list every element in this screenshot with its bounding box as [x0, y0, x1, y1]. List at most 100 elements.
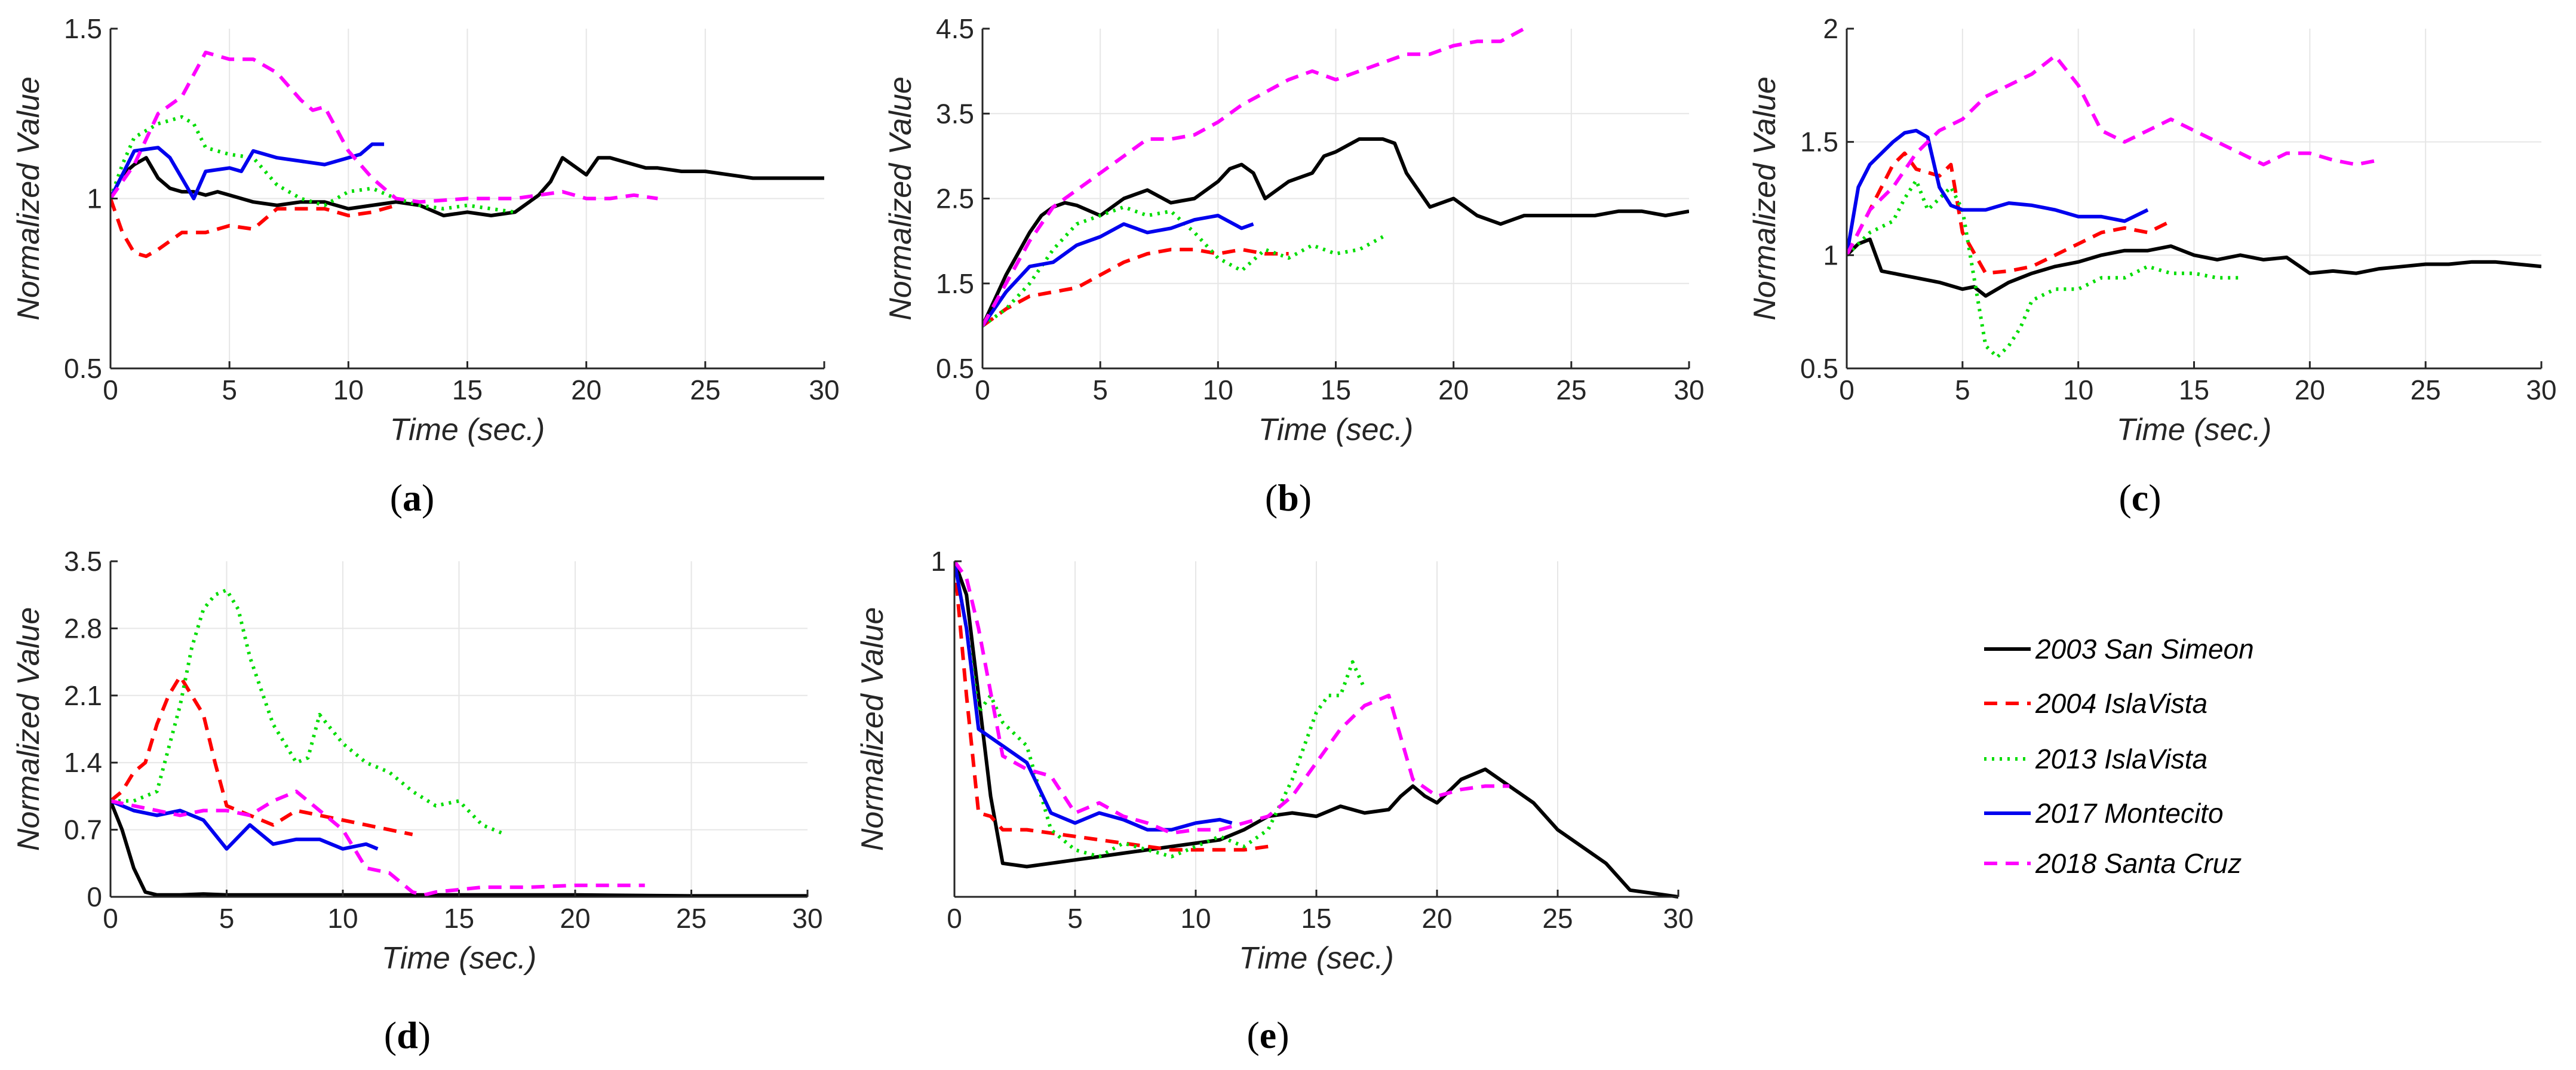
- y-tick-label: 1: [87, 183, 102, 214]
- x-tick-label: 15: [444, 903, 474, 934]
- x-tick-label: 15: [1301, 903, 1331, 934]
- series-line-2013-islavista: [110, 115, 515, 214]
- x-tick-label: 20: [2295, 374, 2325, 405]
- y-tick-label: 0: [87, 881, 102, 912]
- y-axis-label: Normalized Value: [11, 76, 46, 320]
- y-tick-label: 2.8: [64, 613, 102, 644]
- x-tick-label: 15: [1321, 374, 1351, 405]
- panel-label: (c): [2118, 476, 2161, 519]
- y-tick-label: 1.5: [936, 268, 974, 299]
- series-line-2013-islavista: [954, 561, 1367, 859]
- x-tick-label: 5: [1067, 903, 1083, 934]
- series-line-2004-islavista: [110, 674, 413, 837]
- series-group: [110, 588, 808, 898]
- x-axis-label: Time (sec.): [390, 413, 545, 447]
- y-tick-label: 1: [1823, 239, 1838, 270]
- series-line-2018-santa-cruz: [110, 50, 658, 204]
- series-line-2018-santa-cruz: [954, 560, 1510, 835]
- chart-c: 0 5 10 15 20 25 30 0.5 1 1.5 2 Time (sec.) Normalize…: [1748, 13, 2557, 519]
- series-group: [982, 27, 1689, 328]
- series-line-2017-montecito: [1847, 128, 2149, 256]
- y-tick-label: 1.4: [64, 747, 102, 778]
- x-axis-label: Time (sec.): [2117, 413, 2272, 447]
- x-tick-label: 5: [219, 903, 235, 934]
- series-line-2003-san-simeon: [1847, 237, 2541, 298]
- y-tick-label: 1.5: [64, 13, 102, 44]
- y-axis-label: Normalized Value: [11, 607, 46, 851]
- x-tick-label: 0: [947, 903, 962, 934]
- x-tick-label: 20: [560, 903, 590, 934]
- chart-d: 0 5 10 15 20 25 30 0 0.7 1.4 2.1 2.8 3.5 Time (sec.) N…: [11, 546, 823, 1056]
- y-axis-label: Normalized Value: [883, 76, 918, 320]
- chart-e: 0 5 10 15 20 25 30 1 Time (sec.) Normalized Value…: [855, 546, 1694, 1056]
- y-tick-label: 0.5: [64, 353, 102, 384]
- panel-label: (d): [384, 1014, 431, 1056]
- y-tick-label: 4.5: [936, 13, 974, 44]
- y-tick-label: 2.5: [936, 183, 974, 214]
- x-tick-label: 15: [452, 374, 483, 405]
- x-axis-label: Time (sec.): [1239, 941, 1394, 976]
- legend-entry-2018-santa-cruz: 2018 Santa Cruz: [1984, 848, 2242, 879]
- series-line-2017-montecito: [110, 799, 379, 851]
- y-tick-label: 3.5: [936, 98, 974, 129]
- x-tick-label: 0: [975, 374, 990, 405]
- series-line-2003-san-simeon: [982, 137, 1689, 327]
- x-tick-label: 5: [1955, 374, 1970, 405]
- x-tick-label: 25: [1556, 374, 1586, 405]
- legend-entry-2013-islavista: 2013 IslaVista: [1984, 743, 2207, 774]
- x-tick-label: 20: [1438, 374, 1469, 405]
- x-tick-label: 30: [1674, 374, 1704, 405]
- y-tick-label: 3.5: [64, 546, 102, 577]
- legend-entry-2003-san-simeon: 2003 San Simeon: [1984, 634, 2254, 665]
- x-tick-label: 5: [1092, 374, 1108, 405]
- x-tick-label: 10: [2063, 374, 2093, 405]
- series-group: [1847, 54, 2541, 359]
- x-tick-label: 20: [571, 374, 601, 405]
- y-tick-label: 0.5: [936, 353, 974, 384]
- series-line-2017-montecito: [982, 214, 1254, 327]
- x-tick-label: 30: [809, 374, 839, 405]
- x-axis-label: Time (sec.): [1258, 413, 1414, 447]
- panel-label: (e): [1246, 1014, 1289, 1056]
- x-tick-label: 0: [1839, 374, 1855, 405]
- x-tick-label: 20: [1421, 903, 1452, 934]
- series-line-2004-islavista: [954, 561, 1269, 852]
- legend-label-2003-san-simeon: 2003 San Simeon: [2035, 634, 2254, 665]
- legend-entry-2004-islavista: 2004 IslaVista: [1984, 688, 2207, 719]
- series-line-2017-montecito: [110, 142, 385, 201]
- series-line-2018-santa-cruz: [982, 27, 1525, 327]
- y-tick-label: 0.5: [1800, 353, 1838, 384]
- x-tick-label: 10: [327, 903, 358, 934]
- y-tick-label: 1.5: [1800, 127, 1838, 158]
- legend-label-2018-santa-cruz: 2018 Santa Cruz: [2035, 848, 2242, 879]
- legend-entry-2017-montecito: 2017 Montecito: [1984, 798, 2224, 829]
- legend-label-2004-islavista: 2004 IslaVista: [2035, 688, 2207, 719]
- chart-a: 0 5 10 15 20 25 30 0.5 1 1.5 Time (sec.) Normalized…: [11, 13, 840, 519]
- series-line-2003-san-simeon: [954, 560, 1678, 899]
- series-line-2004-islavista: [1847, 151, 2172, 275]
- y-tick-label: 0.7: [64, 814, 102, 845]
- panel-label: (a): [390, 476, 435, 519]
- series-line-2017-montecito: [954, 561, 1233, 832]
- series-line-2004-islavista: [110, 198, 397, 259]
- y-axis-label: Normalized Value: [855, 607, 890, 851]
- x-axis-label: Time (sec.): [382, 941, 537, 976]
- x-tick-label: 30: [1663, 903, 1693, 934]
- x-tick-label: 10: [1180, 903, 1211, 934]
- chart-b: 0 5 10 15 20 25 30 0.5 1.5 2.5 3.5 4.5 Time (sec.) No…: [883, 13, 1705, 519]
- x-tick-label: 0: [103, 374, 118, 405]
- series-group: [110, 50, 824, 259]
- panel-label: (b): [1265, 476, 1312, 519]
- x-tick-label: 25: [2411, 374, 2441, 405]
- series-group: [954, 560, 1678, 899]
- y-tick-label: 2: [1823, 13, 1838, 44]
- x-tick-label: 30: [2526, 374, 2556, 405]
- legend-label-2017-montecito: 2017 Montecito: [2035, 798, 2224, 829]
- series-line-2018-santa-cruz: [1847, 54, 2380, 256]
- x-tick-label: 25: [676, 903, 707, 934]
- x-tick-label: 15: [2179, 374, 2209, 405]
- legend: 2003 San Simeon 2004 IslaVista 2013 Isla…: [1984, 634, 2254, 879]
- series-line-2018-santa-cruz: [110, 789, 645, 897]
- x-tick-label: 0: [103, 903, 118, 934]
